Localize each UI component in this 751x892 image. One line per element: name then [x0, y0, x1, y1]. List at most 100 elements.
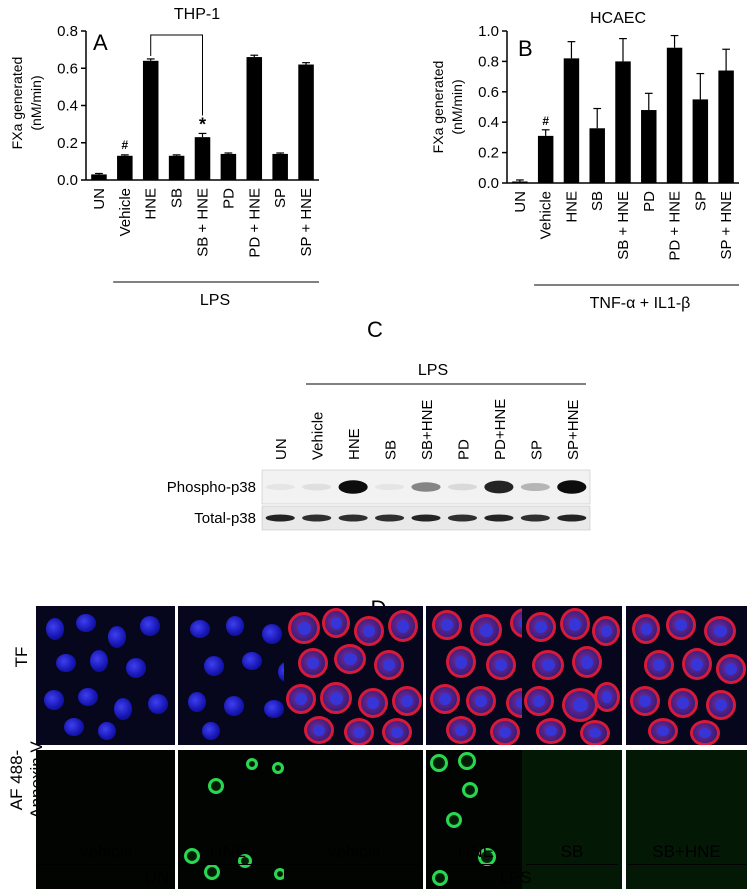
x-tick-label: PD [641, 191, 658, 212]
blot-band [374, 483, 405, 491]
rule-lps-sb [526, 864, 618, 865]
tf-image-lps-sb [522, 606, 622, 745]
blot-band [265, 514, 295, 522]
annexin-image-lps-sb-hne [626, 750, 747, 889]
rule-lps-vehicle [286, 864, 420, 865]
blot-row-label: Total-p38 [194, 510, 256, 527]
panel-letter-b: B [518, 36, 533, 61]
x-tick-label: SP [692, 191, 709, 211]
bar [512, 181, 528, 183]
y-tick-label: 1.0 [478, 23, 499, 40]
x-tick-label: SB + HNE [195, 188, 212, 257]
bar [298, 64, 314, 180]
blot-band [338, 514, 368, 522]
annexin-image-lps-sb [522, 750, 622, 889]
rule-un-hne [180, 864, 276, 865]
bar [615, 61, 631, 183]
group-label-lps: LPS [499, 868, 532, 887]
y-tick-label: 0.0 [478, 175, 499, 192]
blot-band [520, 514, 550, 522]
significance-hash: # [542, 114, 549, 128]
bar [666, 47, 683, 183]
rule-lps-sb-hne [628, 864, 746, 865]
x-tick-label: UN [91, 188, 108, 210]
blot-band [411, 514, 441, 522]
caption-lps-vehicle: Vehicle [326, 842, 381, 861]
x-tick-label: HNE [143, 188, 160, 220]
bar [692, 99, 709, 183]
bar [117, 155, 133, 180]
tf-image-lps-vehicle [284, 606, 423, 745]
y-tick-label: 0.4 [57, 98, 78, 115]
caption-lps-sb: SB [560, 842, 584, 861]
blot-band [338, 480, 368, 494]
tf-image-un-vehicle [36, 606, 175, 745]
blot-band [447, 483, 478, 491]
blot-lane-label: SP [528, 440, 545, 460]
blot-band [557, 480, 587, 494]
row-label-tf: TF [12, 646, 31, 668]
bar [142, 60, 159, 180]
bar [246, 57, 263, 181]
chart-thp1: THP-1 A FXa generated (nM/min) 0.0 0.2 0.4… [9, 6, 319, 309]
y-axis-label: FXa generated [9, 57, 25, 150]
y-tick-label: 0.0 [57, 172, 78, 189]
x-tick-label: SP + HNE [298, 188, 315, 257]
caption-lps-sb-hne: SB+HNE [652, 842, 721, 861]
chart-hcaec: HCAEC B FXa generated (nM/min) 0.0 0.2 0.4… [430, 10, 739, 312]
caption-lps-hne: HNE [458, 842, 494, 861]
bar [718, 70, 734, 183]
tf-image-lps-sb-hne [626, 606, 747, 745]
x-tick-label: HNE [563, 191, 580, 223]
microscopy-panel: D TF AF 488- Annexin V [6, 596, 751, 892]
caption-un-hne: HNE [210, 842, 246, 861]
x-tick-label: SB [169, 188, 186, 208]
annexin-image-un-vehicle [36, 750, 175, 889]
y-tick-label: 0.8 [478, 53, 499, 70]
bar [272, 153, 288, 180]
blot-group-label: LPS [418, 362, 448, 379]
bar [563, 58, 580, 183]
blot-lane-label: Vehicle [310, 412, 327, 460]
x-tick-label: SB + HNE [615, 191, 632, 260]
y-tick-label: 0.2 [57, 135, 78, 152]
x-group-label: TNF-α + IL1-β [590, 295, 691, 312]
blot-strip [261, 469, 591, 505]
x-tick-label: UN [512, 191, 529, 213]
blot-band [520, 483, 550, 491]
blot-band [484, 514, 514, 522]
x-tick-label: PD + HNE [667, 191, 684, 261]
rule-lps-hne [428, 864, 520, 865]
y-axis-label: FXa generated [430, 61, 446, 154]
western-blot: C LPS UN Vehicle HNE SB SB+HNE PD PD+HNE SP SP+H… [167, 317, 591, 531]
x-tick-label: SP [272, 188, 289, 208]
rule-un-vehicle [36, 864, 172, 865]
y-tick-label: 0.8 [57, 23, 78, 40]
blot-band [484, 480, 514, 494]
blot-row-label: Phospho-p38 [167, 479, 256, 496]
blot-lane-label: SB+HNE [419, 400, 436, 460]
bar [91, 174, 107, 180]
bar [589, 128, 605, 183]
blot-lane-label: SP+HNE [565, 400, 582, 460]
x-tick-label: Vehicle [538, 191, 555, 239]
x-tick-label: PD [220, 188, 237, 209]
x-tick-label: SB [589, 191, 606, 211]
blot-lane-label: PD+HNE [492, 399, 509, 460]
annexin-image-lps-vehicle [284, 750, 423, 889]
y-axis-label-units: (nM/min) [28, 75, 44, 130]
bar [220, 153, 237, 180]
blot-band [374, 514, 405, 522]
comparison-bracket [150, 34, 203, 116]
blot-band [411, 482, 441, 492]
blot-band [265, 483, 295, 491]
x-tick-label: Vehicle [117, 188, 134, 236]
blot-band [302, 483, 332, 491]
group-label-un: UN [144, 868, 170, 887]
blot-lane-label: UN [273, 438, 290, 460]
significance-star: * [199, 114, 206, 134]
chart-title: THP-1 [174, 6, 220, 23]
y-tick-label: 0.2 [478, 145, 499, 162]
y-axis-label-units: (nM/min) [449, 79, 465, 134]
x-tick-label: SP + HNE [718, 191, 735, 260]
